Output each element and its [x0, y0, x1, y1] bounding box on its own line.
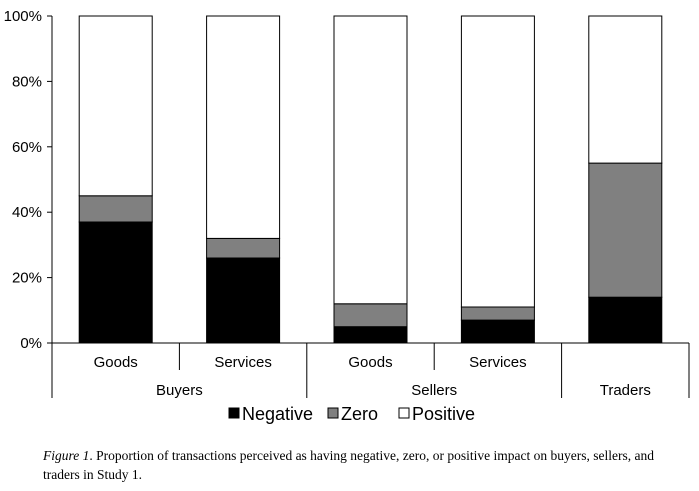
bar-positive-3	[460, 15, 535, 308]
bar-zero-0	[78, 195, 153, 223]
bar-positive-2	[333, 15, 408, 305]
bar-zero-1	[206, 237, 281, 259]
legend-label-negative: Negative	[242, 404, 313, 424]
legend-swatch-negative	[228, 407, 240, 419]
figure-caption: Figure 1. Proportion of transactions per…	[43, 446, 658, 484]
x-group-label: Traders	[600, 382, 651, 399]
x-category-label: Goods	[348, 354, 392, 371]
bar-positive-4	[588, 15, 663, 164]
x-category-label: Goods	[94, 354, 138, 371]
bar-zero-2	[333, 303, 408, 328]
bar-negative-1	[206, 257, 281, 344]
legend-swatch-positive	[398, 407, 410, 419]
y-axis: 0% 20% 40% 60% 80% 100%	[4, 8, 53, 352]
bar-negative-4	[588, 296, 663, 344]
bar-negative-2	[333, 326, 408, 344]
bar-positive-1	[206, 15, 281, 239]
y-tick-label: 40%	[12, 204, 42, 221]
y-tick-label: 20%	[12, 270, 42, 287]
caption-label: Figure 1	[43, 448, 90, 463]
x-category-label: Services	[469, 354, 527, 371]
y-tick-label: 100%	[4, 8, 42, 25]
x-group-label: Buyers	[156, 382, 203, 399]
bar-zero-4	[588, 162, 663, 298]
caption-text: . Proportion of transactions perceived a…	[43, 448, 654, 482]
y-tick-label: 80%	[12, 73, 42, 90]
x-group-label: Sellers	[411, 382, 457, 399]
bar-negative-3	[460, 319, 535, 344]
bar-zero-3	[460, 306, 535, 321]
legend-swatch-zero	[327, 407, 339, 419]
x-axis: Goods Services Buyers Goods Services Sellers T…	[51, 342, 690, 399]
bars-layer	[78, 15, 663, 344]
bar-positive-0	[78, 15, 153, 197]
legend: Negative Zero Positive	[228, 404, 475, 424]
stacked-bar-chart: 0%20%40%60%80%100% Goods ServicesBuyersGo…	[4, 8, 690, 424]
bar-negative-0	[78, 221, 153, 344]
y-tick-label: 0%	[20, 335, 42, 352]
legend-label-positive: Positive	[412, 404, 475, 424]
x-category-label: Services	[214, 354, 272, 371]
legend-label-zero: Zero	[341, 404, 378, 424]
y-tick-label: 60%	[12, 139, 42, 156]
